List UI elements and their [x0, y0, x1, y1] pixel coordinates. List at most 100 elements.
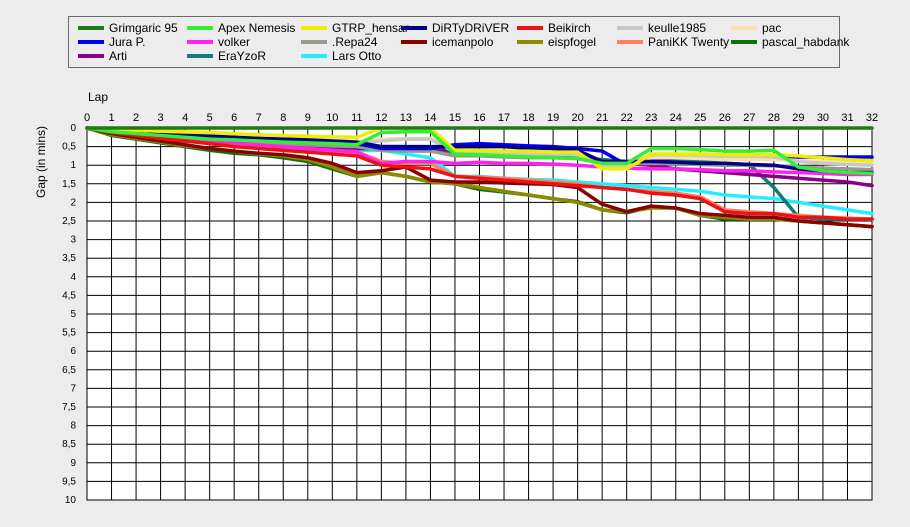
legend-item: Beikirch [517, 21, 591, 35]
legend-label: .Repa24 [332, 35, 378, 49]
x-tick-label: 32 [866, 112, 878, 124]
x-tick-label: 7 [256, 112, 262, 124]
x-tick-label: 17 [498, 112, 510, 124]
legend-item: DiRTyDRiVER [401, 21, 509, 35]
x-tick-label: 12 [375, 112, 387, 124]
x-tick-label: 19 [547, 112, 559, 124]
x-tick-label: 25 [694, 112, 706, 124]
x-tick-label: 26 [719, 112, 731, 124]
y-tick-label: 7,5 [62, 402, 76, 413]
legend-item: .Repa24 [301, 35, 377, 49]
x-tick-label: 27 [743, 112, 755, 124]
legend-swatch [617, 40, 643, 44]
y-tick-label: 1,5 [62, 179, 76, 190]
legend-label: DiRTyDRiVER [432, 21, 510, 35]
legend-item: EraYzoR [187, 49, 266, 63]
x-axis-label: Lap [88, 90, 108, 104]
x-tick-label: 3 [158, 112, 164, 124]
legend-label: Jura P. [109, 35, 146, 49]
legend-swatch [731, 40, 757, 44]
legend-item: Jura P. [78, 35, 145, 49]
legend-swatch [401, 40, 427, 44]
x-tick-label: 24 [670, 112, 682, 124]
x-tick-label: 1 [108, 112, 114, 124]
legend-label: GTRP_hensar [332, 21, 409, 35]
y-tick-label: 5,5 [62, 328, 76, 339]
y-tick-label: 6 [70, 346, 76, 357]
x-tick-label: 9 [305, 112, 311, 124]
x-tick-label: 28 [768, 112, 780, 124]
legend-swatch [731, 26, 757, 30]
x-tick-label: 23 [645, 112, 657, 124]
legend-item: volker [187, 35, 250, 49]
y-tick-label: 2 [70, 197, 76, 208]
legend-swatch [78, 26, 104, 30]
x-tick-label: 18 [522, 112, 534, 124]
x-tick-label: 16 [473, 112, 485, 124]
legend-item: eispfogel [517, 35, 596, 49]
legend-item: icemanpolo [401, 35, 493, 49]
y-tick-label: 2,5 [62, 216, 76, 227]
x-tick-label: 15 [449, 112, 461, 124]
x-tick-label: 14 [424, 112, 436, 124]
series-line-volker [85, 126, 874, 177]
x-tick-label: 4 [182, 112, 188, 124]
x-tick-label: 10 [326, 112, 338, 124]
series-line-beikirch [85, 126, 874, 221]
legend-item: Apex Nemesis [187, 21, 295, 35]
x-tick-label: 29 [792, 112, 804, 124]
y-tick-label: 1 [70, 160, 76, 171]
legend-item: Arti [78, 49, 127, 63]
legend-swatch [517, 40, 543, 44]
series-line-gtrp-hensar [85, 126, 874, 171]
x-tick-label: 8 [280, 112, 286, 124]
x-tick-label: 30 [817, 112, 829, 124]
y-tick-label: 5 [70, 309, 76, 320]
y-tick-label: 0,5 [62, 142, 76, 153]
legend-label: EraYzoR [218, 49, 267, 63]
legend-label: pac [762, 21, 782, 35]
legend-label: pascal_habdank [762, 35, 850, 49]
y-tick-label: 9 [70, 458, 76, 469]
legend-swatch [517, 26, 543, 30]
legend-label: Grimgaric 95 [109, 21, 178, 35]
y-tick-label: 4,5 [62, 290, 76, 301]
chart-legend: Grimgaric 95 Apex Nemesis GTRP_hensar DiRTy… [68, 16, 849, 68]
y-tick-label: 6,5 [62, 365, 76, 376]
x-tick-label: 13 [400, 112, 412, 124]
legend-swatch [401, 26, 427, 30]
y-tick-label: 9,5 [62, 476, 76, 487]
legend-label: Apex Nemesis [218, 21, 296, 35]
legend-swatch [187, 54, 213, 58]
y-tick-label: 8,5 [62, 439, 76, 450]
legend-item: keulle1985 [617, 21, 706, 35]
x-tick-label: 22 [621, 112, 633, 124]
legend-swatch [187, 40, 213, 44]
legend-swatch [301, 26, 327, 30]
legend-label: PaniKK Twenty [648, 35, 730, 49]
y-tick-label: 7 [70, 383, 76, 394]
x-tick-label: 11 [351, 112, 362, 124]
y-tick-label: 0 [70, 123, 76, 134]
legend-item: pac [731, 21, 781, 35]
series-line-dirtydriver [85, 126, 874, 175]
legend-swatch [301, 40, 327, 44]
legend-label: eispfogel [548, 35, 597, 49]
y-tick-label: 3,5 [62, 253, 76, 264]
x-tick-label: 2 [133, 112, 139, 124]
legend-swatch [301, 54, 327, 58]
legend-swatch [187, 26, 213, 30]
legend-item: pascal_habdank [731, 35, 849, 49]
x-tick-label: 6 [231, 112, 237, 124]
legend-label: Beikirch [548, 21, 591, 35]
y-tick-label: 8 [70, 421, 76, 432]
x-tick-label: 31 [841, 112, 853, 124]
y-tick-label: 4 [70, 272, 76, 283]
legend-label: Lars Otto [332, 49, 382, 63]
legend-label: icemanpolo [432, 35, 494, 49]
legend-label: volker [218, 35, 251, 49]
legend-item: GTRP_hensar [301, 21, 409, 35]
legend-label: keulle1985 [648, 21, 707, 35]
